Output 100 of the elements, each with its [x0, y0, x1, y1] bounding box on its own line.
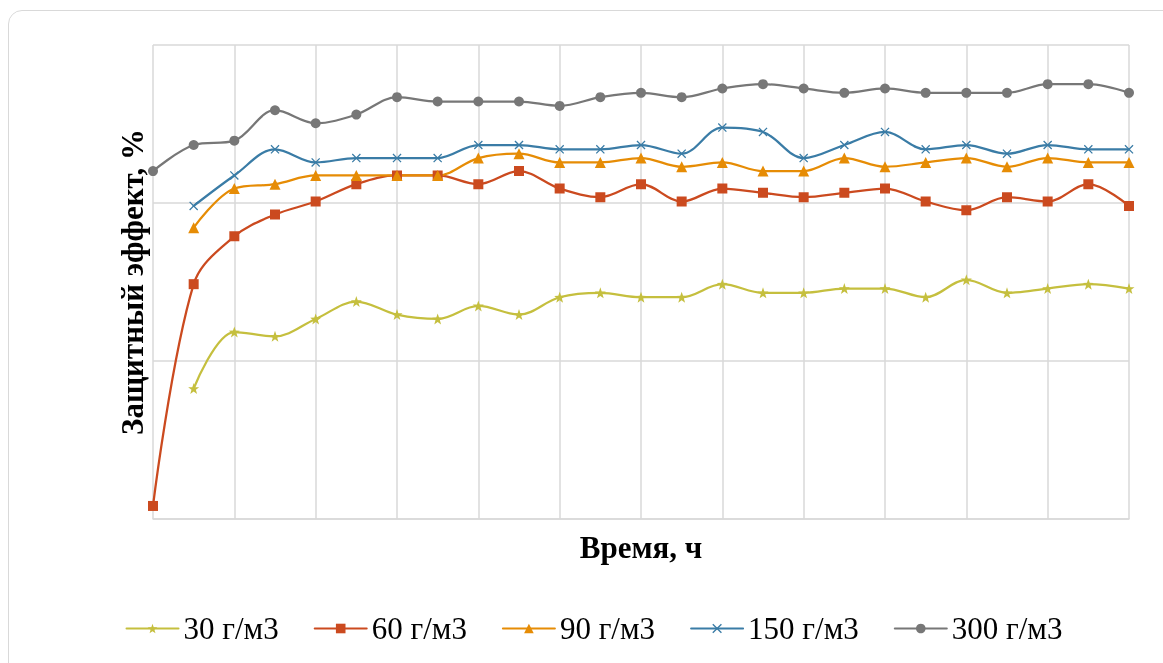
- point: [839, 187, 850, 198]
- point: [920, 156, 932, 168]
- point: [514, 166, 524, 177]
- point: [1124, 144, 1134, 154]
- point: [228, 326, 240, 338]
- point: [1002, 149, 1012, 159]
- point: [1001, 161, 1013, 173]
- point: [838, 152, 850, 164]
- point: [1002, 192, 1012, 203]
- point: [960, 274, 972, 286]
- point: [1123, 156, 1135, 168]
- point: [269, 178, 281, 190]
- point: [270, 209, 280, 220]
- point: [351, 109, 362, 120]
- point: [636, 87, 646, 98]
- point: [229, 170, 239, 180]
- point: [1083, 179, 1094, 190]
- point: [798, 165, 810, 177]
- point: [635, 291, 647, 303]
- point: [432, 313, 444, 325]
- point: [1002, 87, 1012, 98]
- point: [473, 179, 484, 190]
- point: [879, 283, 891, 295]
- point: [514, 96, 524, 107]
- point: [839, 87, 850, 98]
- legend-label: 300 г/м3: [951, 611, 1063, 646]
- point: [757, 165, 769, 177]
- point: [1082, 156, 1094, 168]
- point: [472, 152, 484, 164]
- point: [920, 196, 931, 207]
- point: [554, 183, 565, 194]
- point: [879, 161, 891, 173]
- point: [554, 100, 565, 111]
- point: [594, 287, 606, 299]
- point: [350, 296, 362, 308]
- point: [716, 278, 728, 290]
- point: [960, 152, 972, 164]
- point: [433, 153, 443, 163]
- point: [838, 283, 850, 295]
- point: [392, 92, 402, 103]
- legend-label: 30 г/м3: [183, 611, 279, 646]
- point: [717, 83, 728, 94]
- point: [229, 231, 240, 242]
- point: [798, 83, 809, 94]
- point: [716, 156, 728, 168]
- point: [1001, 287, 1013, 299]
- point: [717, 183, 728, 194]
- point: [799, 153, 809, 163]
- point: [188, 383, 200, 395]
- point: [189, 201, 199, 211]
- point: [798, 192, 809, 203]
- point: [636, 179, 646, 190]
- point: [310, 118, 321, 129]
- point: [1042, 79, 1053, 90]
- point: [1042, 196, 1053, 207]
- point: [229, 135, 240, 146]
- point: [1124, 87, 1134, 98]
- point: [270, 105, 280, 116]
- point: [270, 144, 280, 154]
- point: [188, 279, 199, 290]
- point: [1124, 200, 1134, 211]
- point: [839, 140, 849, 150]
- point: [635, 152, 647, 164]
- point: [472, 300, 484, 312]
- point: [1082, 278, 1094, 290]
- legend-label: 90 г/м3: [559, 611, 656, 646]
- point: [1042, 152, 1054, 164]
- point: [676, 92, 687, 103]
- point: [920, 87, 931, 98]
- point: [473, 140, 483, 150]
- point: [391, 309, 403, 321]
- point: [676, 161, 688, 173]
- point: [798, 287, 810, 299]
- point: [676, 196, 687, 207]
- point: [310, 313, 322, 325]
- point: [758, 79, 768, 90]
- point: [188, 140, 199, 151]
- point: [310, 169, 322, 181]
- point: [757, 287, 769, 299]
- point: [1083, 79, 1094, 90]
- point: [595, 192, 606, 203]
- point: [148, 500, 158, 511]
- y-axis-title: Защитный эффект, %: [115, 129, 150, 435]
- point: [595, 92, 606, 103]
- x-axis-title: Время, ч: [579, 529, 703, 565]
- point: [310, 196, 321, 207]
- point: [961, 140, 971, 150]
- point: [432, 96, 443, 107]
- point: [228, 183, 240, 194]
- legend-label: 150 г/м3: [748, 611, 859, 646]
- point: [188, 222, 200, 234]
- point: [594, 156, 606, 168]
- point: [473, 96, 484, 107]
- point: [961, 87, 972, 98]
- point: [961, 205, 972, 216]
- point: [350, 169, 362, 181]
- legend-label: 60 г/м3: [371, 611, 467, 646]
- point: [1043, 140, 1053, 150]
- point: [880, 83, 890, 94]
- point: [513, 148, 525, 160]
